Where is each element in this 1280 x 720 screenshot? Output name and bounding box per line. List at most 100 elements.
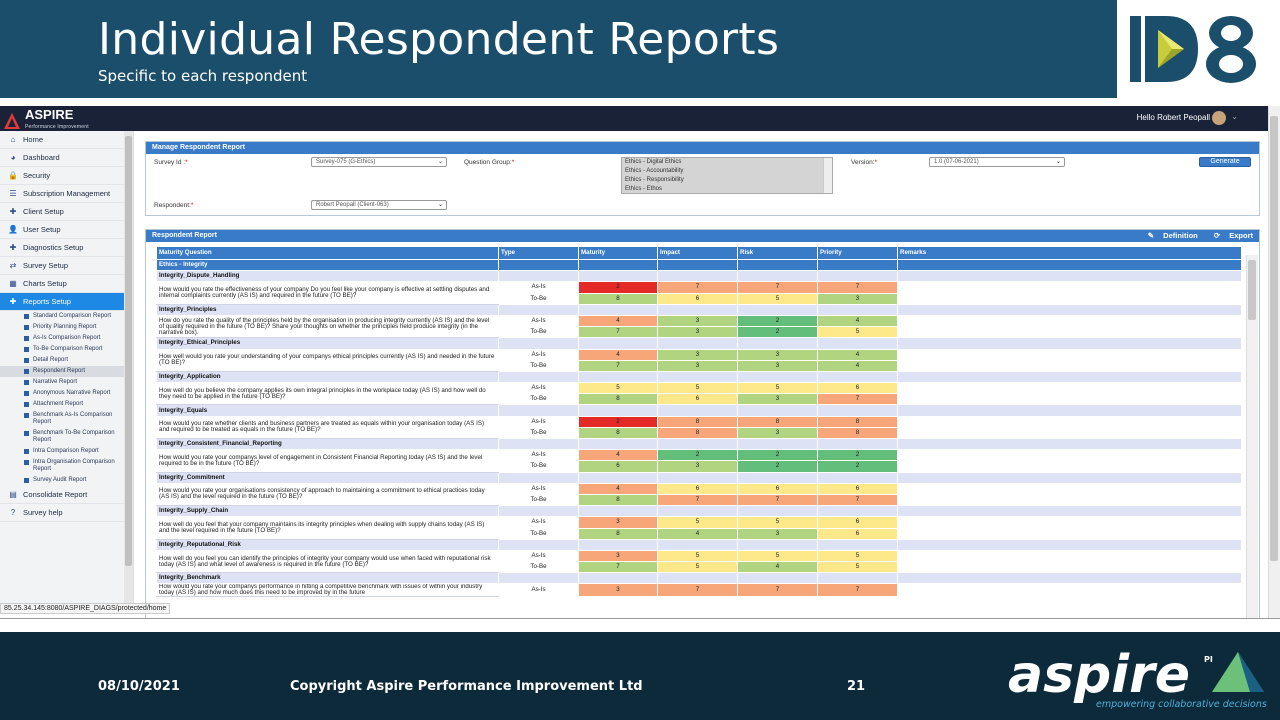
sidebar-subitem[interactable]: Benchmark As-Is Comparison Report xyxy=(0,410,133,428)
sidebar-subitem[interactable]: Respondent Report xyxy=(0,366,133,377)
report-icon xyxy=(24,391,29,396)
question-cell: How do you rate the quality of the princ… xyxy=(156,314,499,339)
sidebar-subitem[interactable]: Detail Report xyxy=(0,355,133,366)
list-item[interactable]: Ethics - Responsibility xyxy=(625,177,684,183)
sidebar-item-consolidate-report[interactable]: ▤ Consolidate Report xyxy=(0,486,133,504)
column-header[interactable]: Impact xyxy=(657,246,738,260)
survey-select[interactable]: Survey-075 (G-Ethics) ⌄ xyxy=(311,157,447,167)
sidebar-item-diagnostics-setup[interactable]: ✚ Diagnostics Setup xyxy=(0,239,133,257)
table-scrollbar[interactable] xyxy=(1246,255,1258,618)
sidebar-subitem[interactable]: Intra Comparison Report xyxy=(0,446,133,457)
sidebar-item-survey-setup[interactable]: ⇄ Survey Setup xyxy=(0,257,133,275)
remarks-cell xyxy=(897,382,1242,395)
sidebar-subitem[interactable]: To-Be Comparison Report xyxy=(0,344,133,355)
group-cell xyxy=(897,404,1242,417)
respondent-label: Respondent:* xyxy=(154,202,194,209)
category-row: Ethics - Integrity xyxy=(156,258,1242,272)
group-cell xyxy=(897,471,1242,484)
version-select[interactable]: 1.0 (07-06-2021) ⌄ xyxy=(929,157,1065,167)
group-name-cell: Integrity_Principles xyxy=(156,303,499,316)
score-cell: 3 xyxy=(737,359,818,372)
sidebar-item-user-setup[interactable]: 👤 User Setup xyxy=(0,221,133,239)
page-scroll-thumb[interactable] xyxy=(1270,116,1278,561)
score-cell: 7 xyxy=(578,326,658,339)
group-cell xyxy=(657,572,738,585)
score-cell: 6 xyxy=(737,482,818,495)
status-url: 85.25.34.145:8080/ASPIRE_DIAGS/protected… xyxy=(0,603,171,614)
listbox-scrollbar[interactable] xyxy=(823,158,832,193)
list-item[interactable]: Ethics - Accountability xyxy=(625,168,684,174)
survey-label: Survey Id :* xyxy=(154,159,188,166)
remarks-cell xyxy=(897,516,1242,529)
column-header[interactable]: Maturity xyxy=(578,246,658,260)
column-header[interactable]: Priority xyxy=(817,246,898,260)
table-scroll-thumb[interactable] xyxy=(1248,260,1256,320)
aspire-brand[interactable]: ASPIRE Performance Improvement xyxy=(3,107,89,133)
type-cell: To-Be xyxy=(498,326,579,339)
version-label: Version:* xyxy=(851,159,878,166)
qgroup-label: Question Group:* xyxy=(464,159,515,166)
sidebar-item-label: Home xyxy=(23,135,44,144)
list-item[interactable]: Ethics - Ethos xyxy=(625,186,663,192)
score-cell: 7 xyxy=(578,561,658,574)
score-cell: 8 xyxy=(817,415,898,428)
column-header[interactable]: Type xyxy=(498,246,579,260)
sidebar-subitem[interactable]: Intra Organisation Comparison Report xyxy=(0,457,133,475)
table-row: How would you rate whether clients and b… xyxy=(156,415,1242,440)
sidebar-item-subscription-management[interactable]: ☰ Subscription Management xyxy=(0,185,133,203)
definition-button[interactable]: ✎ Definition xyxy=(1141,231,1198,240)
sidebar-subitem[interactable]: Anonymous Narrative Report xyxy=(0,388,133,399)
sidebar-item-charts-setup[interactable]: ▦ Charts Setup xyxy=(0,275,133,293)
table-row: To-Be 8 7 7 7 xyxy=(157,493,1242,507)
sidebar-scroll-thumb[interactable] xyxy=(125,136,132,566)
sidebar-item-label: Charts Setup xyxy=(23,279,67,288)
brand-name: ASPIRE Performance Improvement xyxy=(25,107,89,133)
score-cell: 7 xyxy=(737,281,818,294)
score-cell: 7 xyxy=(737,583,818,598)
sidebar-subitem[interactable]: Survey Audit Report xyxy=(0,475,133,486)
brand-label: ASPIRE xyxy=(25,107,74,122)
question-group-listbox[interactable]: Ethics - Digital Ethics Ethics - Account… xyxy=(621,157,833,194)
score-cell: 3 xyxy=(578,516,658,529)
sidebar-item-reports-setup[interactable]: ✚ Reports Setup xyxy=(0,293,133,311)
aspire-logo-text: aspire xyxy=(1008,645,1190,705)
sidebar-item-label: Client Setup xyxy=(23,207,64,216)
user-greeting[interactable]: Hello Robert Peopall xyxy=(1136,113,1210,122)
question-cell: How would you rate whether clients and b… xyxy=(156,415,499,440)
sidebar-subitem-label: Anonymous Narrative Report xyxy=(33,390,111,396)
sidebar-item-client-setup[interactable]: ✚ Client Setup xyxy=(0,203,133,221)
group-cell xyxy=(578,505,658,518)
export-button[interactable]: ⟳ Export xyxy=(1207,231,1253,240)
generate-button[interactable]: Generate xyxy=(1199,157,1251,167)
type-cell: To-Be xyxy=(498,426,579,440)
column-header[interactable]: Maturity Question xyxy=(156,246,499,260)
sidebar-subitem[interactable]: Benchmark To-Be Comparison Report xyxy=(0,428,133,446)
sidebar-subitem[interactable]: Attachment Report xyxy=(0,399,133,410)
manage-report-panel: Manage Respondent Report Survey Id :* Su… xyxy=(145,141,1260,216)
report-icon: ▤ xyxy=(9,490,17,499)
sidebar-subitem[interactable]: As-Is Comparison Report xyxy=(0,333,133,344)
sidebar-item-home[interactable]: ⌂ Home xyxy=(0,131,133,149)
sidebar-subitem[interactable]: Priority Planning Report xyxy=(0,322,133,333)
remarks-cell xyxy=(897,549,1242,563)
sidebar-subitem[interactable]: Standard Comparison Report xyxy=(0,311,133,322)
respondent-select[interactable]: Robert Peopall (Client-063) ⌄ xyxy=(311,200,447,210)
column-header[interactable]: Risk xyxy=(737,246,818,260)
group-cell xyxy=(578,337,658,350)
sidebar-item-dashboard[interactable]: ◕ Dashboard xyxy=(0,149,133,167)
report-panel-title: Respondent Report xyxy=(152,232,217,239)
column-header[interactable]: Remarks xyxy=(897,246,1242,260)
list-item[interactable]: Ethics - Digital Ethics xyxy=(625,159,682,165)
score-cell: 8 xyxy=(578,292,658,305)
sidebar-subitem[interactable]: Narrative Report xyxy=(0,377,133,388)
score-cell: 8 xyxy=(578,426,658,440)
sidebar-item-security[interactable]: 🔒 Security xyxy=(0,167,133,185)
sidebar-item-survey-help[interactable]: ? Survey help xyxy=(0,504,133,522)
group-row: Integrity_Ethical_Principles xyxy=(156,337,1242,350)
remarks-cell xyxy=(897,583,1242,598)
avatar[interactable] xyxy=(1212,111,1226,125)
group-cell xyxy=(657,538,738,551)
chevron-down-icon[interactable]: ⌄ xyxy=(1231,112,1238,121)
remarks-cell xyxy=(897,527,1242,540)
score-cell: 7 xyxy=(657,583,738,598)
